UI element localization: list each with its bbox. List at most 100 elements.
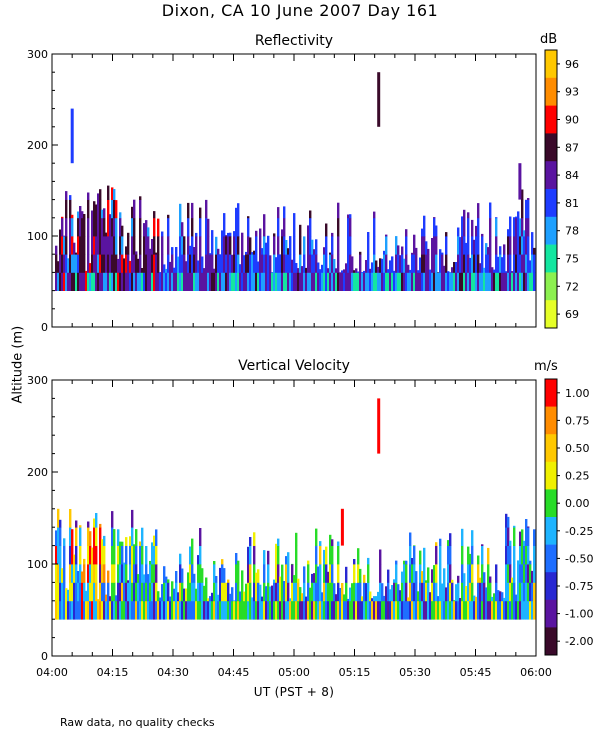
echo-cell xyxy=(481,600,484,620)
echo-cell xyxy=(465,254,468,273)
echo-cell xyxy=(235,553,238,565)
echo-cell xyxy=(431,569,434,583)
echo-cell xyxy=(377,591,380,602)
echo-cell xyxy=(153,211,156,219)
echo-cell xyxy=(439,545,442,565)
echo-cell xyxy=(523,230,526,237)
echo-cell xyxy=(529,600,532,620)
echo-cell xyxy=(209,596,212,602)
echo-cell xyxy=(113,529,116,546)
echo-cell xyxy=(129,582,132,602)
echo-cell xyxy=(511,272,514,291)
echo-cell xyxy=(129,536,132,546)
echo-cell xyxy=(253,564,256,583)
echo-cell xyxy=(439,254,442,273)
echo-cell xyxy=(69,527,72,546)
echo-cell xyxy=(199,254,202,273)
echo-cell xyxy=(471,582,474,602)
echo-cell xyxy=(321,272,324,291)
echo-cell xyxy=(507,272,510,291)
echo-cell xyxy=(57,261,60,273)
echo-cell xyxy=(177,256,180,273)
echo-cell xyxy=(527,199,530,219)
echo-cell xyxy=(161,584,164,602)
echo-cell xyxy=(389,272,392,291)
echo-cell xyxy=(71,272,74,291)
echo-cell xyxy=(501,592,504,602)
echo-cell xyxy=(533,247,536,255)
echo-cell xyxy=(487,600,490,620)
echo-cell xyxy=(301,272,304,291)
echo-cell xyxy=(403,564,406,583)
echo-cell xyxy=(183,236,186,255)
echo-cell xyxy=(473,254,476,273)
echo-cell xyxy=(199,600,202,620)
echo-cell xyxy=(207,218,210,237)
echo-cell xyxy=(79,272,82,291)
echo-cell xyxy=(465,272,468,291)
echo-cell xyxy=(485,600,488,620)
echo-cell xyxy=(81,217,84,237)
echo-cell xyxy=(313,600,316,620)
echo-cell xyxy=(229,232,232,237)
echo-cell xyxy=(63,538,66,546)
echo-cell xyxy=(233,600,236,620)
echo-cell xyxy=(477,564,480,583)
echo-cell xyxy=(461,564,464,583)
echo-cell xyxy=(77,582,80,602)
echo-cell xyxy=(295,600,298,620)
echo-cell xyxy=(343,269,346,273)
echo-cell xyxy=(181,272,184,291)
echo-cell xyxy=(509,564,512,583)
echo-cell xyxy=(509,272,512,291)
echo-cell xyxy=(113,272,116,291)
echo-cell xyxy=(501,257,504,273)
echo-cell xyxy=(105,272,108,291)
echo-cell xyxy=(241,272,244,291)
echo-cell xyxy=(327,600,330,620)
echo-cell xyxy=(137,258,140,273)
echo-cell xyxy=(419,582,422,602)
echo-cell xyxy=(423,547,426,565)
echo-cell xyxy=(171,272,174,291)
echo-cell xyxy=(131,217,134,237)
echo-cell xyxy=(391,600,394,620)
echo-cell xyxy=(103,535,106,546)
echo-cell xyxy=(139,582,142,602)
echo-cell xyxy=(179,236,182,255)
echo-cell xyxy=(439,538,442,546)
echo-cell xyxy=(403,258,406,273)
echo-cell xyxy=(509,216,512,219)
echo-cell xyxy=(85,272,88,291)
echo-cell xyxy=(89,582,92,602)
echo-cell xyxy=(249,564,252,583)
echo-cell xyxy=(475,225,478,237)
echo-cell xyxy=(467,546,470,565)
echo-cell xyxy=(267,235,270,237)
echo-cell xyxy=(129,564,132,583)
echo-cell xyxy=(215,236,218,255)
echo-cell xyxy=(107,199,110,219)
colorbar-swatch xyxy=(545,627,557,656)
echo-cell xyxy=(407,264,410,273)
echo-cell xyxy=(461,272,464,291)
echo-cell xyxy=(289,272,292,291)
echo-cell xyxy=(81,254,84,273)
echo-cell xyxy=(141,582,144,602)
echo-cell xyxy=(321,600,324,620)
echo-cell xyxy=(435,564,438,583)
echo-cell xyxy=(489,272,492,291)
echo-cell xyxy=(179,203,182,219)
echo-cell xyxy=(167,254,170,273)
feature-echo xyxy=(70,108,74,164)
echo-cell xyxy=(455,262,458,273)
echo-cell xyxy=(139,236,142,255)
echo-cell xyxy=(201,568,204,583)
echo-cell xyxy=(519,218,522,237)
echo-cell xyxy=(365,583,368,602)
echo-cell xyxy=(107,217,110,237)
echo-cell xyxy=(151,272,154,291)
echo-cell xyxy=(63,236,66,255)
echo-cell xyxy=(227,579,230,583)
x-tick-label: 04:00 xyxy=(36,666,68,679)
